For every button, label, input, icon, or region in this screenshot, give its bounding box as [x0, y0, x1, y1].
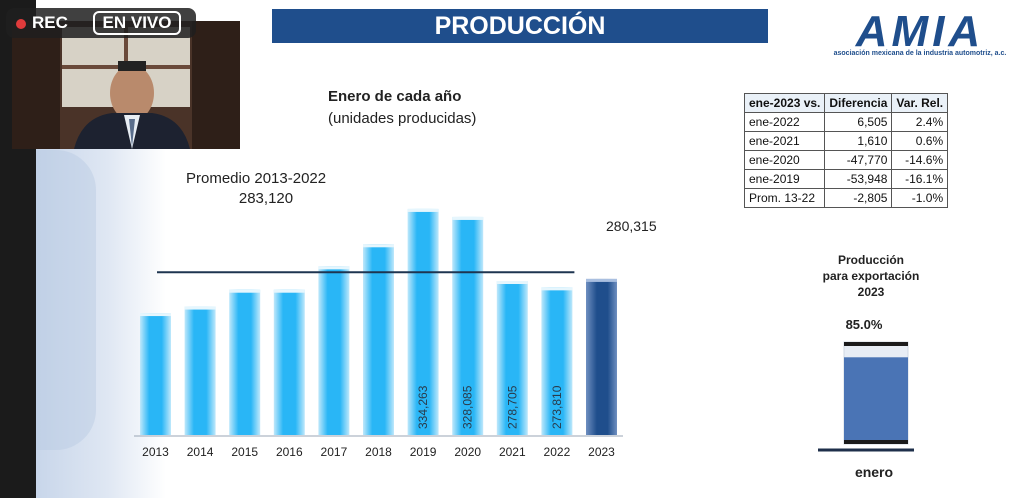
bar-cap-2022: [541, 287, 573, 291]
table-cell: 6,505: [824, 112, 893, 132]
bar-2023: [586, 278, 617, 435]
tick-label-2015: 2015: [231, 445, 258, 459]
comparison-table: ene-2023 vs. Diferencia Var. Rel. ene-2022…: [743, 93, 949, 208]
export-percent: 85.0%: [845, 317, 883, 332]
table-row: ene-2021 1,610 0.6%: [743, 131, 949, 151]
export-title-line1: Producción: [837, 253, 904, 267]
bar-cap-2014: [184, 306, 216, 310]
bar-cap-2020: [452, 216, 484, 220]
gauge-fill: [844, 357, 908, 444]
tick-label-2021: 2021: [499, 445, 526, 459]
chart-subtitle: (unidades producidas): [328, 110, 477, 127]
table-header-1: Diferencia: [824, 93, 893, 113]
bar-2013: [140, 313, 171, 435]
table-cell: ene-2022: [743, 112, 826, 132]
bar-cap-2019: [407, 208, 439, 212]
bar-2021: [496, 281, 528, 435]
bar-cap-2017: [318, 266, 350, 270]
bar-cap-2013: [140, 313, 171, 317]
table-cell: -1.0%: [891, 188, 949, 208]
production-bar-chart: 2013 2014 2015 2016 2017 2018 2019 334,263 2020 3…: [134, 208, 623, 459]
data-label-2021: 278,705: [505, 385, 519, 429]
data-label-2020: 328,085: [461, 385, 475, 429]
slide-title: PRODUCCIÓN: [272, 9, 768, 43]
export-title-line3: 2023: [857, 285, 885, 299]
table-cell: ene-2019: [743, 169, 826, 189]
tick-label-2016: 2016: [276, 445, 303, 459]
table-row: ene-2020 -47,770 -14.6%: [743, 150, 949, 170]
bar-2017: [318, 266, 350, 435]
tick-label-2013: 2013: [142, 445, 169, 459]
bar-2018: [363, 244, 394, 435]
bar-2020: [452, 216, 484, 435]
background-decoration-2: [36, 150, 96, 450]
bar-cap-2015: [229, 289, 261, 293]
table-cell: ene-2021: [743, 131, 826, 151]
amia-logo: AMIA: [855, 7, 984, 56]
table-cell: 1,610: [824, 131, 893, 151]
chart-title: Enero de cada año: [328, 88, 462, 105]
export-title: Producción para exportación 2023: [806, 252, 936, 300]
table-row: ene-2022 6,505 2.4%: [743, 112, 949, 132]
export-cylinder-gauge: [818, 341, 914, 452]
export-title-line2: para exportación: [822, 269, 920, 283]
tick-label-2022: 2022: [544, 445, 571, 459]
average-label: Promedio 2013-2022: [186, 170, 327, 187]
live-badge: EN VIVO: [93, 11, 181, 35]
table-header-2: Var. Rel.: [891, 93, 949, 113]
bar-cap-2018: [363, 244, 394, 248]
presenter-webcam: [12, 21, 240, 149]
table-row: Prom. 13-22 -2,805 -1.0%: [743, 188, 949, 208]
comparison-table-header: ene-2023 vs. Diferencia Var. Rel.: [743, 93, 949, 113]
tick-label-2019: 2019: [410, 445, 437, 459]
bar-2016: [273, 289, 305, 435]
data-label-2019: 334,263: [416, 385, 430, 429]
tick-label-2020: 2020: [454, 445, 481, 459]
table-cell: -47,770: [824, 150, 893, 170]
export-month-label: enero: [854, 464, 894, 480]
table-cell: 2.4%: [891, 112, 949, 132]
bar-cap-2023: [586, 278, 617, 282]
tick-label-2018: 2018: [365, 445, 392, 459]
tick-label-2014: 2014: [187, 445, 214, 459]
table-row: ene-2019 -53,948 -16.1%: [743, 169, 949, 189]
bar-2022: [541, 287, 573, 435]
table-cell: -53,948: [824, 169, 893, 189]
table-cell: 0.6%: [891, 131, 949, 151]
presentation-slide: PRODUCCIÓN AMIA asociación mexicana de l…: [36, 0, 1024, 498]
bar-2014: [184, 306, 216, 435]
presenter-video: [12, 21, 240, 149]
table-cell: ene-2020: [743, 150, 826, 170]
average-value: 283,120: [238, 190, 294, 207]
rec-dot-icon: [16, 19, 26, 29]
tick-label-2017: 2017: [321, 445, 348, 459]
bar-2015: [229, 289, 261, 435]
rec-label: REC: [32, 13, 68, 32]
table-cell: Prom. 13-22: [743, 188, 826, 208]
amia-logo-subtitle: asociación mexicana de la industria auto…: [833, 50, 1007, 57]
bar-cap-2016: [273, 289, 305, 293]
tick-label-2023: 2023: [588, 445, 615, 459]
table-cell: -16.1%: [891, 169, 949, 189]
gauge-bottom-rim: [844, 440, 908, 444]
comparison-table-body: ene-2022 6,505 2.4% ene-2021 1,610 0.6% ene-20…: [743, 112, 949, 208]
table-header-0: ene-2023 vs.: [743, 93, 826, 113]
gauge-top-rim: [844, 342, 908, 346]
table-cell: -2,805: [824, 188, 893, 208]
bar-2019: [407, 208, 439, 435]
amia-logo-text: AMIA: [855, 7, 984, 56]
bar-cap-2021: [496, 281, 528, 285]
table-cell: -14.6%: [891, 150, 949, 170]
last-bar-value: 280,315: [606, 218, 657, 234]
data-label-2022: 273,810: [550, 385, 564, 429]
